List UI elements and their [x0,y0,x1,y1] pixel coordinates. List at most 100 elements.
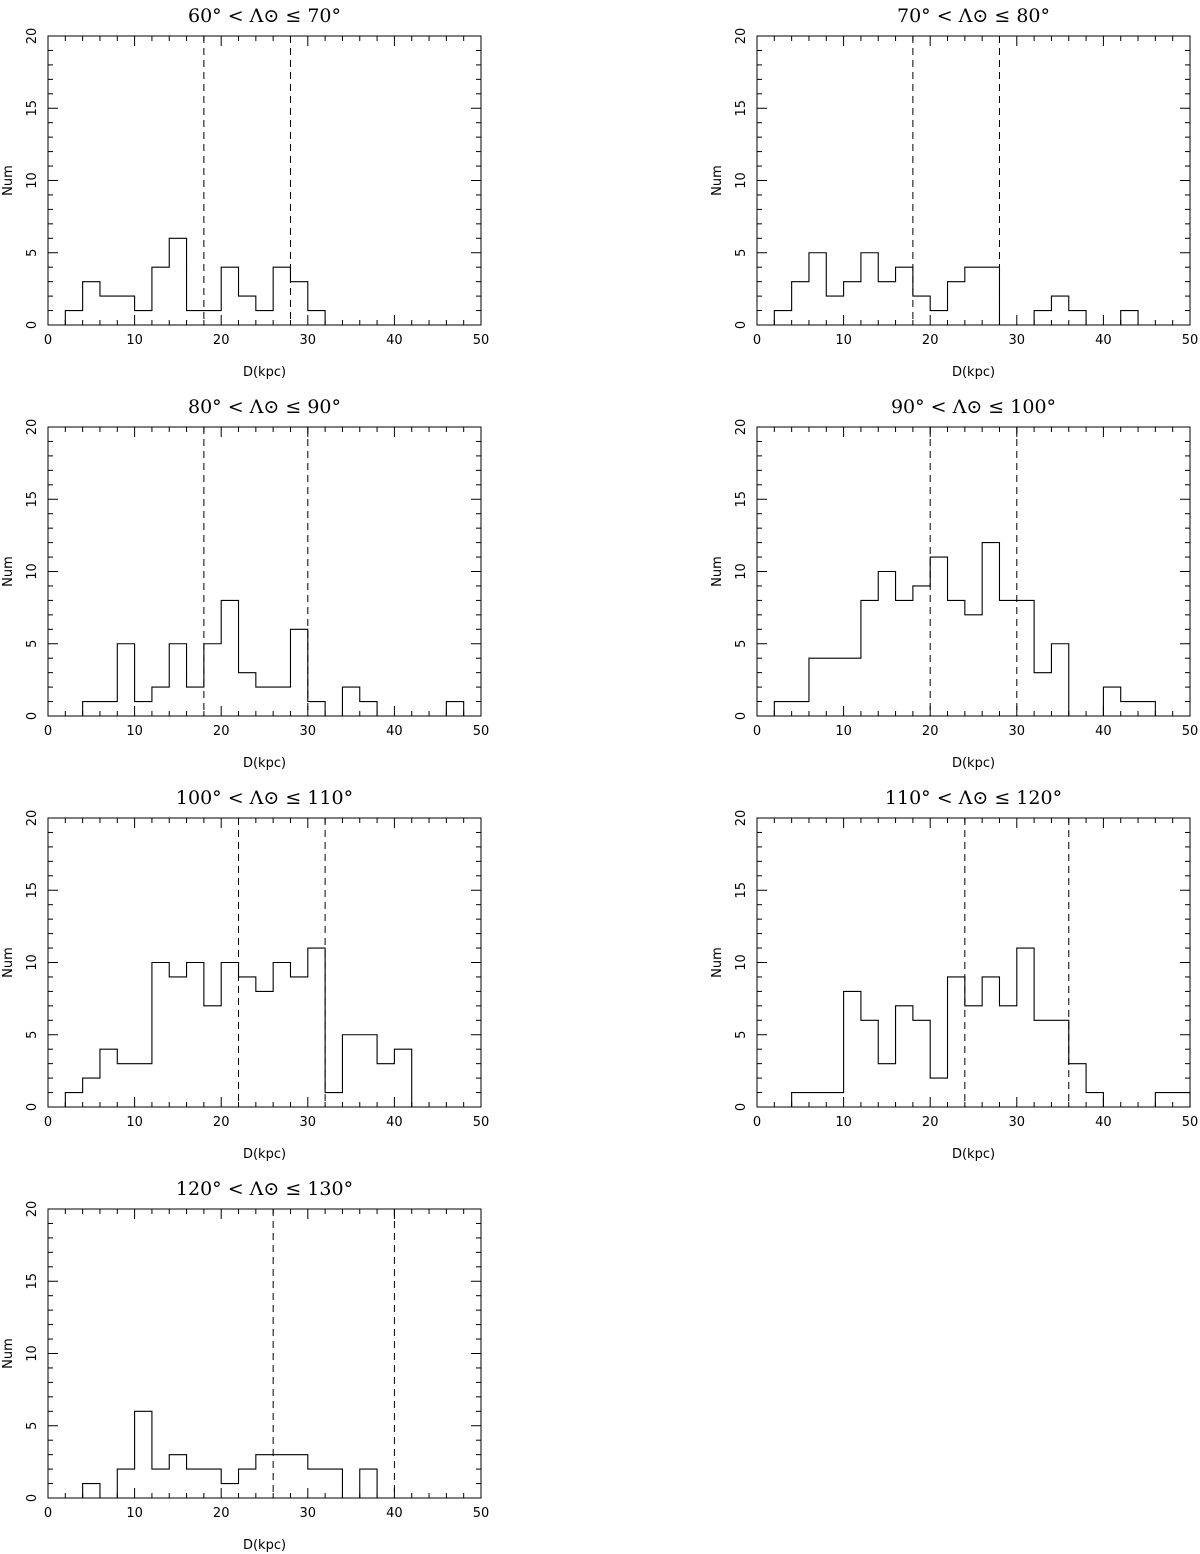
x-tick-label: 0 [44,333,52,348]
y-axis-label: Num [710,947,725,978]
y-tick-label: 0 [734,712,749,720]
y-tick-label: 15 [25,882,40,899]
y-tick-label: 5 [25,640,40,648]
x-tick-label: 50 [473,724,490,739]
y-tick-label: 5 [734,640,749,648]
x-tick-label: 50 [473,333,490,348]
y-tick-label: 0 [25,1494,40,1502]
x-tick-label: 10 [835,333,852,348]
y-tick-label: 20 [734,810,749,827]
x-tick-label: 50 [473,1115,490,1130]
x-tick-label: 40 [386,724,403,739]
y-tick-label: 5 [25,1422,40,1430]
histogram-outline [791,947,1191,1108]
x-tick-label: 0 [44,1506,52,1521]
y-tick-label: 20 [25,1201,40,1218]
y-tick-label: 20 [734,419,749,436]
x-axis-label: D(kpc) [952,756,995,771]
y-tick-label: 5 [25,1031,40,1039]
x-tick-label: 0 [753,333,761,348]
x-tick-label: 40 [1095,724,1112,739]
histogram-panel: 0 10 20 30 40 50 0 5 10 15 20 D(kpc) Num 110° < Λ⊙ ≤ … [710,787,1198,1162]
y-tick-label: 10 [25,563,40,580]
y-tick-label: 10 [25,172,40,189]
x-tick-label: 10 [126,1115,143,1130]
y-tick-label: 10 [734,172,749,189]
x-tick-label: 40 [386,1506,403,1521]
y-tick-label: 5 [25,249,40,257]
histogram-panel: 0 10 20 30 40 50 0 5 10 15 20 D(kpc) Num 70° < Λ⊙ ≤ 8… [710,5,1198,380]
x-tick-label: 50 [1182,724,1199,739]
x-tick-label: 40 [386,333,403,348]
y-tick-label: 5 [734,1031,749,1039]
y-tick-label: 0 [734,1103,749,1111]
x-tick-label: 50 [1182,1115,1199,1130]
y-tick-label: 10 [25,954,40,971]
histogram-outline [82,599,465,717]
histogram-panel: 0 10 20 30 40 50 0 5 10 15 20 D(kpc) Num 60° < Λ⊙ ≤ 7… [1,5,489,380]
plot-frame [756,35,1191,326]
histogram-outline [64,947,413,1107]
x-tick-label: 0 [753,1115,761,1130]
x-tick-label: 20 [922,724,939,739]
x-axis-label: D(kpc) [243,1538,286,1553]
x-tick-label: 20 [213,333,230,348]
x-tick-label: 20 [922,1115,939,1130]
y-tick-label: 20 [734,28,749,45]
y-tick-label: 0 [734,321,749,329]
x-tick-label: 30 [300,1115,317,1130]
x-tick-label: 20 [922,333,939,348]
x-axis-label: D(kpc) [952,1147,995,1162]
x-tick-label: 30 [1009,333,1026,348]
x-tick-label: 30 [300,333,317,348]
plot-frame [47,35,482,326]
x-tick-label: 50 [1182,333,1199,348]
y-tick-label: 15 [25,100,40,117]
histogram-panel: 0 10 20 30 40 50 0 5 10 15 20 D(kpc) Num 100° < Λ⊙ ≤ … [1,787,489,1162]
chart-title: 70° < Λ⊙ ≤ 80° [897,5,1050,27]
x-tick-label: 10 [126,333,143,348]
plot-frame [756,817,1191,1108]
chart-title: 90° < Λ⊙ ≤ 100° [891,396,1056,418]
x-tick-label: 30 [300,724,317,739]
y-axis-label: Num [1,165,16,196]
plot-frame [756,426,1191,717]
y-tick-label: 15 [25,491,40,508]
y-axis-label: Num [1,556,16,587]
x-tick-label: 10 [835,1115,852,1130]
x-tick-label: 40 [386,1115,403,1130]
x-tick-label: 0 [44,724,52,739]
x-axis-label: D(kpc) [952,365,995,380]
histogram-outline [82,1410,378,1499]
y-tick-label: 15 [734,491,749,508]
x-tick-label: 10 [126,1506,143,1521]
histogram-panel: 0 10 20 30 40 50 0 5 10 15 20 D(kpc) Num 90° < Λ⊙ ≤ 1… [710,396,1198,771]
x-tick-label: 30 [1009,1115,1026,1130]
y-axis-label: Num [710,556,725,587]
y-axis-label: Num [710,165,725,196]
y-axis-label: Num [1,1338,16,1369]
y-tick-label: 10 [734,563,749,580]
chart-title: 80° < Λ⊙ ≤ 90° [188,396,341,418]
y-tick-label: 20 [25,810,40,827]
x-tick-label: 20 [213,1115,230,1130]
histogram-outline [773,542,1156,717]
plot-frame [47,817,482,1108]
chart-title: 110° < Λ⊙ ≤ 120° [885,787,1062,809]
histogram-outline [773,252,1139,326]
histogram-panel: 0 10 20 30 40 50 0 5 10 15 20 D(kpc) Num 120° < Λ⊙ ≤ … [1,1178,489,1553]
x-tick-label: 0 [44,1115,52,1130]
plot-frame [47,426,482,717]
x-axis-label: D(kpc) [243,1147,286,1162]
y-tick-label: 15 [734,882,749,899]
y-tick-label: 0 [25,712,40,720]
y-tick-label: 10 [25,1345,40,1362]
x-tick-label: 10 [126,724,143,739]
histogram-outline [64,237,326,325]
x-tick-label: 50 [473,1506,490,1521]
x-tick-label: 30 [300,1506,317,1521]
x-tick-label: 40 [1095,333,1112,348]
y-axis-label: Num [1,947,16,978]
x-tick-label: 40 [1095,1115,1112,1130]
chart-title: 100° < Λ⊙ ≤ 110° [176,787,353,809]
